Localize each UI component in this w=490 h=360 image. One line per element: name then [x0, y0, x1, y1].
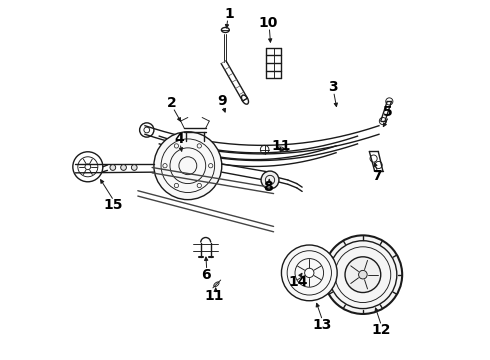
Circle shape: [110, 165, 116, 170]
Text: 12: 12: [371, 323, 391, 337]
Text: 5: 5: [383, 105, 393, 119]
Circle shape: [131, 165, 137, 170]
Circle shape: [323, 235, 402, 314]
Circle shape: [261, 171, 279, 189]
Text: 11: 11: [205, 289, 224, 303]
Circle shape: [281, 245, 337, 301]
Circle shape: [345, 257, 381, 293]
Text: 13: 13: [312, 318, 332, 332]
Text: 9: 9: [217, 94, 226, 108]
Text: 2: 2: [167, 96, 176, 110]
Text: 3: 3: [328, 80, 337, 94]
Text: 4: 4: [174, 132, 184, 146]
Circle shape: [359, 270, 367, 279]
Text: 14: 14: [289, 275, 308, 289]
Text: 1: 1: [224, 7, 234, 21]
Text: 10: 10: [259, 16, 278, 30]
Circle shape: [305, 268, 314, 278]
Circle shape: [154, 132, 222, 200]
Text: 7: 7: [372, 170, 382, 184]
Text: 15: 15: [103, 198, 122, 212]
Text: 6: 6: [201, 268, 211, 282]
Text: 8: 8: [263, 180, 273, 194]
Text: 11: 11: [271, 139, 291, 153]
Circle shape: [121, 165, 126, 170]
